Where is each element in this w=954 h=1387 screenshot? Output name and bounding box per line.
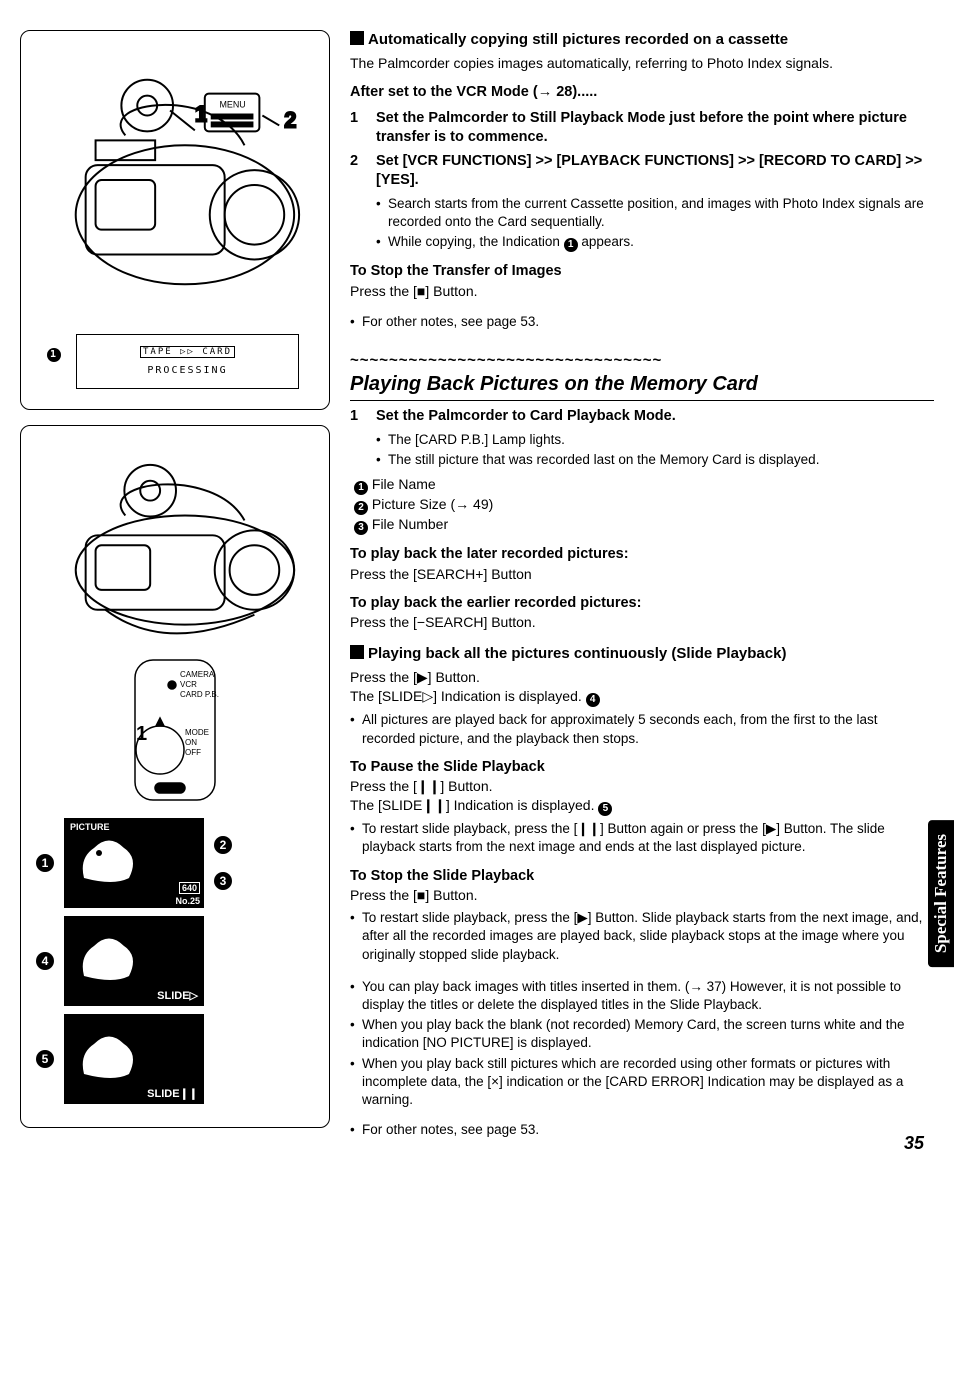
step2-note-1: Search starts from the current Cassette … [376, 195, 934, 231]
sec2-other-notes: For other notes, see page 53. [350, 1121, 934, 1139]
callout-1-icon: 1 [47, 348, 61, 362]
sec1-after: After set to the VCR Mode (→ 28)..... [350, 83, 934, 103]
later-h: To play back the later recorded pictures… [350, 545, 934, 565]
thumb-row-2: 4 SLIDE▷ [36, 916, 314, 1006]
animal-glyph-icon [74, 1024, 144, 1084]
sec2-step-1: 1Set the Palmcorder to Card Playback Mod… [350, 407, 934, 469]
thumb-row-1: 1 PICTURE 640 No.25 2 3 [36, 818, 314, 908]
processing-indicator-box: 1 TAPE ▷▷ CARD PROCESSING [76, 334, 299, 389]
sec1-other-notes: For other notes, see page 53. [350, 313, 934, 331]
sec1-stop-t: Press the [■] Button. [350, 282, 934, 301]
figure-2-frame: CAMERA VCR CARD P.B. 1 MODE ON OFF [20, 425, 330, 1128]
svg-text:ON: ON [185, 738, 197, 747]
note-b3: When you play back still pictures which … [350, 1055, 934, 1110]
callout-2-icon: 2 [214, 836, 232, 854]
no25-label: No.25 [175, 896, 200, 906]
page-number: 35 [904, 1133, 924, 1154]
legend-list: 1 File Name 2 Picture Size (→ 49) 3 File… [354, 475, 934, 535]
sec2-s1b1: The [CARD P.B.] Lamp lights. [376, 431, 934, 449]
note-b2: When you play back the blank (not record… [350, 1016, 934, 1052]
sec2-s1b2: The still picture that was recorded last… [376, 451, 934, 469]
camcorder-illustration-2 [36, 441, 314, 640]
slide-p2: The [SLIDE▷] Indication is displayed. 4 [350, 687, 934, 707]
sec2-steps: 1Set the Palmcorder to Card Playback Mod… [350, 407, 934, 469]
stop-b1: To restart slide playback, press the [▶]… [350, 909, 934, 964]
figure-1-frame: MENU 1 2 1 TAPE ▷▷ CARD [20, 30, 330, 410]
slide-play-label: SLIDE▷ [157, 989, 198, 1002]
slide-p1: Press the [▶] Button. [350, 668, 934, 687]
tape-card-label: TAPE ▷▷ CARD [140, 346, 235, 358]
thumbnail-picture: PICTURE 640 No.25 [64, 818, 204, 908]
sec1-intro: The Palmcorder copies images automatical… [350, 54, 934, 73]
slide-b1: All pictures are played back for approxi… [350, 711, 934, 747]
step-1: 1Set the Palmcorder to Still Playback Mo… [350, 109, 934, 148]
pause-p2: The [SLIDE❙❙] Indication is displayed. 5 [350, 796, 934, 816]
legend-file-name: File Name [372, 476, 436, 492]
legend-file-number: File Number [372, 516, 448, 532]
pause-h: To Pause the Slide Playback [350, 758, 934, 778]
mode-selector-illustration: CAMERA VCR CARD P.B. 1 MODE ON OFF [130, 655, 220, 805]
earlier-t: Press the [−SEARCH] Button. [350, 613, 934, 632]
slide-pause-label: SLIDE❙❙ [147, 1087, 198, 1100]
side-tab: Special Features [928, 820, 954, 967]
later-t: Press the [SEARCH+] Button [350, 565, 934, 584]
earlier-h: To play back the earlier recorded pictur… [350, 594, 934, 614]
wave-divider: ~~~~~~~~~~~~~~~~~~~~~~~~~~~~~~~~ [350, 351, 934, 371]
sec1-stop-h: To Stop the Transfer of Images [350, 262, 934, 282]
manual-page: MENU 1 2 1 TAPE ▷▷ CARD [0, 0, 954, 1164]
thumbnail-slide-pause: SLIDE❙❙ [64, 1014, 204, 1104]
callout-column-23: 2 3 [214, 836, 232, 890]
stop-h: To Stop the Slide Playback [350, 867, 934, 887]
square-bullet-icon [350, 645, 364, 659]
stop-p1: Press the [■] Button. [350, 886, 934, 905]
callout-4-icon: 4 [36, 952, 54, 970]
picture-label: PICTURE [70, 822, 110, 832]
thumb-row-3: 5 SLIDE❙❙ [36, 1014, 314, 1104]
svg-text:2: 2 [284, 107, 296, 132]
camcorder-illustration-1: MENU 1 2 [36, 46, 314, 304]
callout-5-icon: 5 [36, 1050, 54, 1068]
animal-glyph-icon [74, 828, 144, 888]
thumbnail-slide-play: SLIDE▷ [64, 916, 204, 1006]
sec1-heading: Automatically copying still pictures rec… [350, 30, 934, 50]
svg-text:1: 1 [136, 723, 147, 745]
note-b1: You can play back images with titles ins… [350, 978, 934, 1014]
right-column: Automatically copying still pictures rec… [350, 30, 934, 1144]
svg-text:OFF: OFF [185, 748, 201, 757]
pause-p1: Press the [❙❙] Button. [350, 777, 934, 796]
callout-3-icon: 3 [214, 872, 232, 890]
svg-text:CAMERA: CAMERA [180, 670, 215, 679]
processing-label: PROCESSING [81, 365, 294, 376]
square-bullet-icon [350, 31, 364, 45]
slide-heading: Playing back all the pictures continuous… [350, 644, 934, 664]
svg-text:CARD P.B.: CARD P.B. [180, 690, 219, 699]
left-column: MENU 1 2 1 TAPE ▷▷ CARD [20, 30, 330, 1144]
sec1-steps: 1Set the Palmcorder to Still Playback Mo… [350, 109, 934, 253]
svg-text:MODE: MODE [185, 728, 209, 737]
sec2-title: Playing Back Pictures on the Memory Card [350, 371, 934, 401]
animal-glyph-icon [74, 926, 144, 986]
svg-text:1: 1 [195, 101, 207, 126]
step-2: 2Set [VCR FUNCTIONS] >> [PLAYBACK FUNCTI… [350, 152, 934, 253]
pause-b1: To restart slide playback, press the [❙❙… [350, 820, 934, 856]
callout-1-icon: 1 [36, 854, 54, 872]
svg-text:VCR: VCR [180, 680, 197, 689]
svg-text:MENU: MENU [219, 100, 245, 110]
step2-note-2: While copying, the Indication 1 appears. [376, 233, 934, 252]
legend-picture-size: Picture Size (→ 49) [372, 496, 493, 512]
